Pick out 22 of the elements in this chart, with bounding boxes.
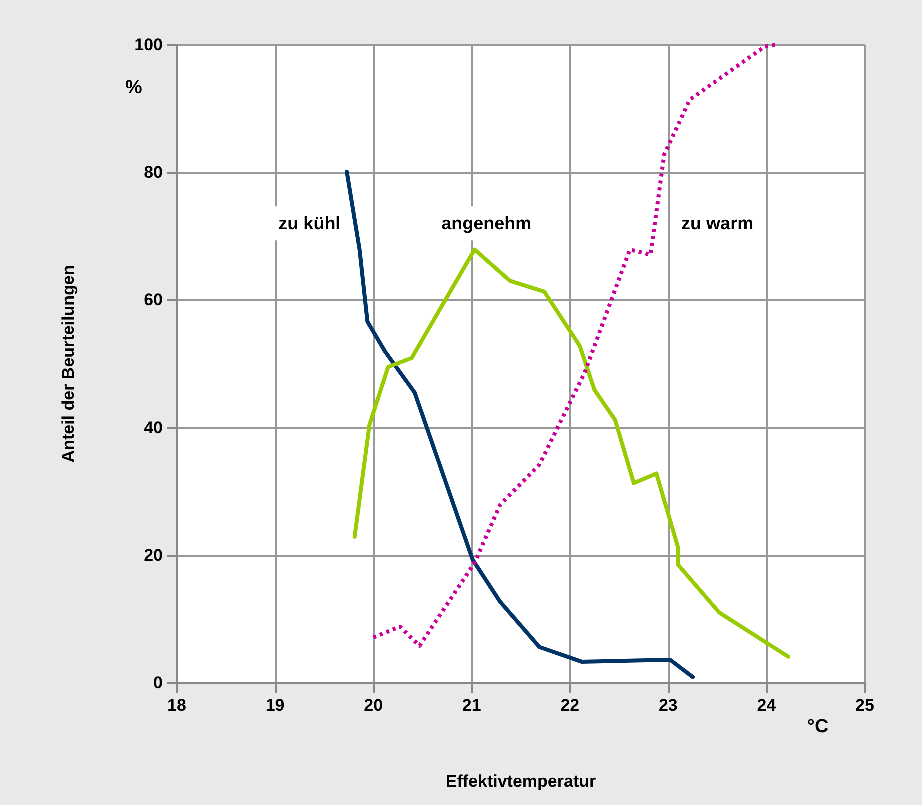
- y-tick-label: 60: [144, 290, 163, 310]
- text: %: [126, 78, 143, 98]
- x-tick-label: 24: [757, 696, 777, 715]
- y-tick-label: 0: [154, 674, 163, 692]
- x-tick-label: 22: [560, 696, 580, 715]
- x-tick-label: 25: [856, 696, 874, 715]
- text: °C: [807, 716, 829, 738]
- series-label: angenehm: [442, 214, 532, 234]
- y-tick-label: 80: [144, 163, 163, 182]
- x-axis-title: Effektivtemperatur: [446, 772, 596, 791]
- y-axis-title: Anteil der Beurteilungen: [59, 265, 78, 463]
- line-series: [352, 248, 790, 659]
- x-tick-label: 23: [658, 696, 678, 715]
- x-tick-label: 20: [364, 696, 384, 715]
- y-tick-label: 100: [134, 36, 163, 54]
- x-tick-label: 18: [168, 696, 186, 715]
- x-tick-label: 21: [462, 696, 482, 715]
- x-tick-label: 19: [266, 696, 285, 715]
- series-label: zu kühl: [278, 214, 341, 234]
- y-tick-label: 20: [144, 546, 163, 565]
- series-label: zu warm: [682, 214, 754, 234]
- y-tick-label: 40: [144, 418, 163, 438]
